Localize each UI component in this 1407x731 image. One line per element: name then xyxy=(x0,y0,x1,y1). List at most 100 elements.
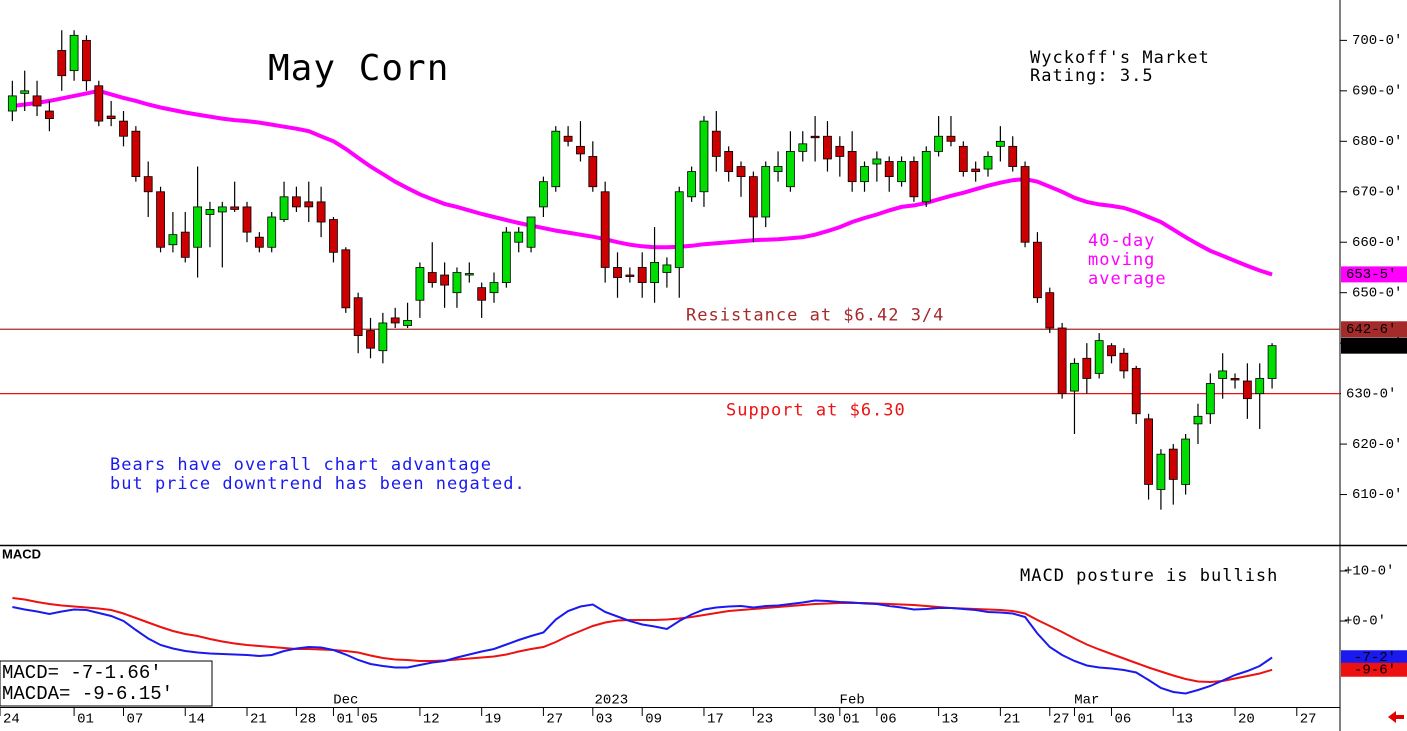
candle-body xyxy=(563,135,573,142)
x-tick-label: 01 xyxy=(1077,712,1094,728)
candle-body xyxy=(884,161,894,178)
candle-body xyxy=(32,95,42,107)
readout-box xyxy=(0,660,213,707)
x-tick-label: 03 xyxy=(596,712,613,728)
candle-body xyxy=(7,95,17,112)
candle-body xyxy=(1230,378,1240,381)
price-tag: 653-5' xyxy=(1346,267,1396,283)
candle-body xyxy=(1156,453,1166,490)
price-tag-box xyxy=(1341,385,1407,402)
candle-body xyxy=(254,236,264,248)
month-label: 2023 xyxy=(595,693,629,709)
candle-body xyxy=(847,150,857,183)
candle-body xyxy=(983,156,993,170)
candle-body xyxy=(341,249,351,309)
scroll-arrow[interactable] xyxy=(1388,711,1404,723)
x-tick-label: 13 xyxy=(1176,712,1193,728)
price-tag: 630-0' xyxy=(1346,386,1396,402)
candle-body xyxy=(736,166,746,178)
macd-tag-box xyxy=(1341,662,1407,677)
candle-body xyxy=(897,161,906,183)
x-tick-label: 01 xyxy=(77,712,94,728)
candle-body xyxy=(637,267,647,283)
y-tick-label: 660-0' xyxy=(1352,235,1402,251)
candle-body xyxy=(292,196,301,208)
x-tick-label: 01 xyxy=(336,712,353,728)
x-tick-label: 24 xyxy=(3,712,20,728)
candle-body xyxy=(971,168,981,172)
price-tag-box xyxy=(1341,337,1407,354)
candle-body xyxy=(613,267,622,278)
resistance-label: Resistance at $6.42 3/4 xyxy=(686,305,944,325)
x-tick-label: 21 xyxy=(250,712,267,728)
candle-body xyxy=(242,206,252,233)
candle-body xyxy=(1020,166,1030,243)
x-tick-label: 27 xyxy=(1300,712,1317,728)
candle-body xyxy=(440,274,450,286)
candle-body xyxy=(674,191,684,268)
candle-body xyxy=(921,150,931,203)
candle-body xyxy=(526,216,536,248)
candle-body xyxy=(205,209,215,215)
x-tick-label: 13 xyxy=(942,712,959,728)
candle-body xyxy=(934,135,944,152)
macd-readout: MACD= -7-1.66' xyxy=(2,662,162,684)
note-text: but price downtrend has been negated. xyxy=(110,474,526,494)
x-tick-label: 28 xyxy=(299,712,316,728)
candle-body xyxy=(909,161,919,198)
macd-line xyxy=(12,599,1273,695)
ma-label: moving xyxy=(1088,250,1155,270)
candle-body xyxy=(390,317,400,324)
candle-body xyxy=(650,262,659,283)
x-tick-label: 06 xyxy=(1115,712,1132,728)
y-tick-label: 670-0' xyxy=(1352,184,1402,200)
candle-body xyxy=(1107,345,1116,357)
x-tick-label: 14 xyxy=(188,712,205,728)
rating-text: Rating: 3.5 xyxy=(1030,66,1154,86)
candle-body xyxy=(748,176,758,218)
y-tick-label: 680-0' xyxy=(1352,134,1402,150)
candle-body xyxy=(588,156,598,188)
candle-body xyxy=(1008,145,1018,167)
candle-body xyxy=(1267,345,1277,379)
macd-line xyxy=(12,597,1273,684)
y-tick-label: 620-0' xyxy=(1352,437,1402,453)
month-label: Dec xyxy=(333,693,358,709)
candle-body xyxy=(1033,241,1042,299)
candle-body xyxy=(180,231,190,258)
candle-body xyxy=(551,130,561,188)
price-tag-box xyxy=(1341,321,1407,338)
x-tick-label: 21 xyxy=(1003,712,1020,728)
x-tick-label: 17 xyxy=(707,712,724,728)
candle-body xyxy=(1070,362,1079,392)
candle-body xyxy=(711,130,721,157)
candle-body xyxy=(57,50,67,77)
candle-body xyxy=(464,273,474,276)
candle-body xyxy=(576,145,585,155)
macd-readout: MACDA= -9-6.15' xyxy=(2,683,173,705)
candle-body xyxy=(1131,367,1141,415)
candle-body xyxy=(761,166,771,218)
candle-body xyxy=(1181,438,1191,485)
moving-average xyxy=(12,88,1273,277)
candle-body xyxy=(230,206,240,210)
candle-body xyxy=(687,171,697,198)
price-tag: 639-4' xyxy=(1346,338,1396,354)
x-tick-label: 27 xyxy=(546,712,563,728)
price-tag: 642-6' xyxy=(1346,322,1396,338)
candle-body xyxy=(946,135,956,142)
candle-body xyxy=(662,264,672,273)
x-tick-label: 30 xyxy=(818,712,835,728)
candle-body xyxy=(94,85,104,122)
price-tag-box xyxy=(1341,266,1407,283)
candle-body xyxy=(427,272,437,283)
candle-body xyxy=(217,206,227,213)
candle-body xyxy=(1057,327,1067,395)
ma-label: average xyxy=(1088,269,1167,289)
candle-body xyxy=(860,166,869,183)
candle-body xyxy=(810,135,820,139)
candle-body xyxy=(958,145,968,172)
candle-body xyxy=(699,120,709,193)
candle-body xyxy=(1144,418,1153,485)
